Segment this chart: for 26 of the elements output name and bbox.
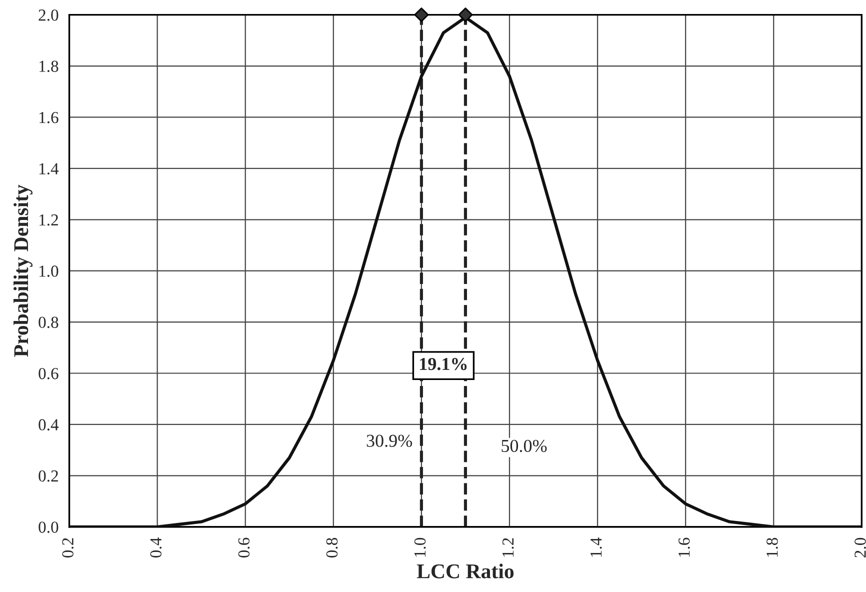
- x-tick-label: 1.0: [414, 538, 426, 557]
- x-axis-title: LCC Ratio: [416, 564, 514, 578]
- y-axis-title: Probability Density: [14, 184, 32, 357]
- x-tick-label: 1.6: [678, 538, 690, 557]
- annotation: 50.0%: [502, 440, 547, 452]
- x-tick-label: 0.8: [326, 538, 338, 558]
- x-tick-label: 2.0: [854, 538, 866, 558]
- y-tick-label: 1.4: [39, 163, 59, 174]
- x-tick-label: 0.6: [238, 538, 250, 558]
- y-tick-label: 0.4: [38, 419, 59, 430]
- y-tick-label: 1.2: [39, 214, 58, 226]
- y-tick-label: 1.6: [39, 112, 58, 124]
- y-tick-label: 2.0: [38, 10, 58, 21]
- x-tick-label: 1.2: [502, 538, 514, 557]
- x-tick-label: 0.4: [150, 538, 162, 558]
- y-tick-label: 0.0: [38, 522, 58, 533]
- y-tick-label: 0.6: [38, 368, 58, 380]
- y-tick-label: 1.8: [39, 60, 58, 72]
- x-tick-label: 1.4: [590, 538, 602, 557]
- y-tick-label: 0.2: [38, 470, 58, 482]
- x-tick-label: 1.8: [766, 538, 778, 557]
- y-tick-label: 1.0: [39, 266, 58, 277]
- annotation: 19.1%: [420, 358, 467, 370]
- annotation: 30.9%: [366, 434, 412, 447]
- x-tick-label: 0.2: [62, 538, 74, 558]
- y-tick-label: 0.8: [38, 316, 58, 328]
